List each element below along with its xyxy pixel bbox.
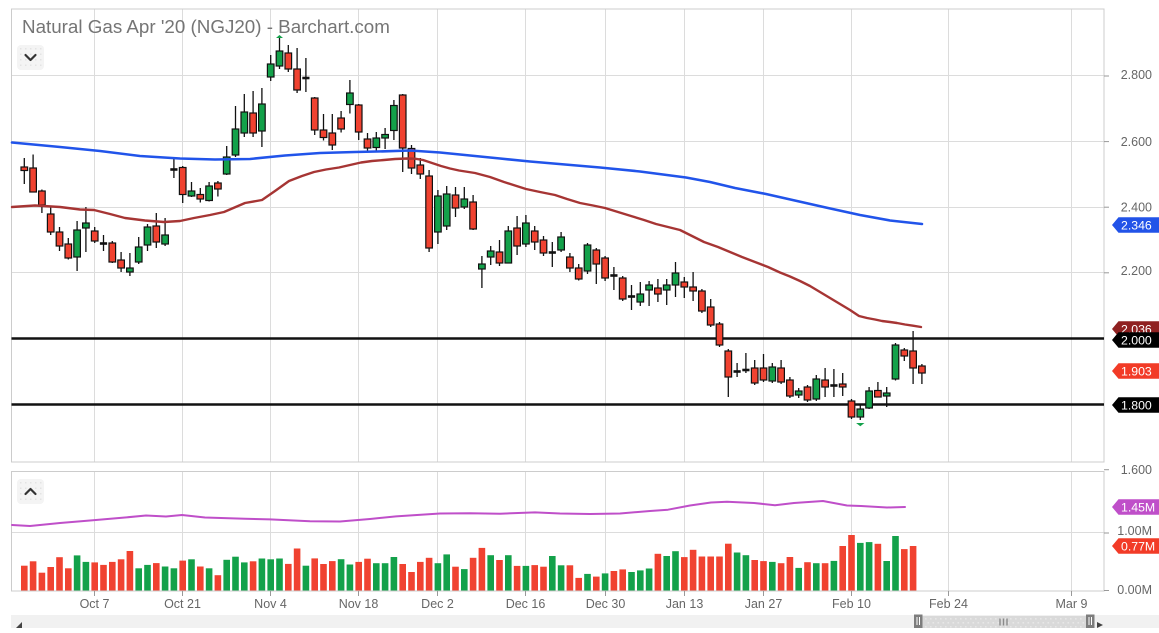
svg-text:2.346: 2.346: [1121, 218, 1152, 232]
svg-text:Dec 30: Dec 30: [586, 597, 626, 611]
svg-text:Nov 4: Nov 4: [254, 597, 287, 611]
svg-text:Natural Gas Apr '20 (NGJ20) -: Natural Gas Apr '20 (NGJ20) - Barchart.c…: [22, 16, 390, 37]
svg-text:2.800: 2.800: [1121, 68, 1152, 82]
svg-text:0.00M: 0.00M: [1117, 583, 1152, 597]
svg-text:2.000: 2.000: [1121, 333, 1152, 347]
svg-text:2.200: 2.200: [1121, 264, 1152, 278]
svg-text:Dec 16: Dec 16: [506, 597, 546, 611]
svg-text:Jan 13: Jan 13: [666, 597, 704, 611]
svg-text:1.903: 1.903: [1121, 364, 1152, 378]
svg-text:Jan 27: Jan 27: [745, 597, 783, 611]
svg-text:1.45M: 1.45M: [1121, 500, 1155, 514]
svg-text:1.600: 1.600: [1121, 463, 1152, 477]
svg-text:2.600: 2.600: [1121, 135, 1152, 149]
svg-text:Oct 7: Oct 7: [80, 597, 110, 611]
svg-text:Dec 2: Dec 2: [421, 597, 454, 611]
svg-text:Nov 18: Nov 18: [339, 597, 379, 611]
svg-text:2.400: 2.400: [1121, 200, 1152, 214]
svg-text:Oct 21: Oct 21: [164, 597, 201, 611]
svg-text:Feb 24: Feb 24: [929, 597, 968, 611]
svg-text:0.77M: 0.77M: [1121, 539, 1155, 553]
svg-text:Mar 9: Mar 9: [1056, 597, 1088, 611]
svg-text:Feb 10: Feb 10: [832, 597, 871, 611]
svg-text:1.00M: 1.00M: [1117, 524, 1152, 538]
svg-text:1.800: 1.800: [1121, 398, 1152, 412]
